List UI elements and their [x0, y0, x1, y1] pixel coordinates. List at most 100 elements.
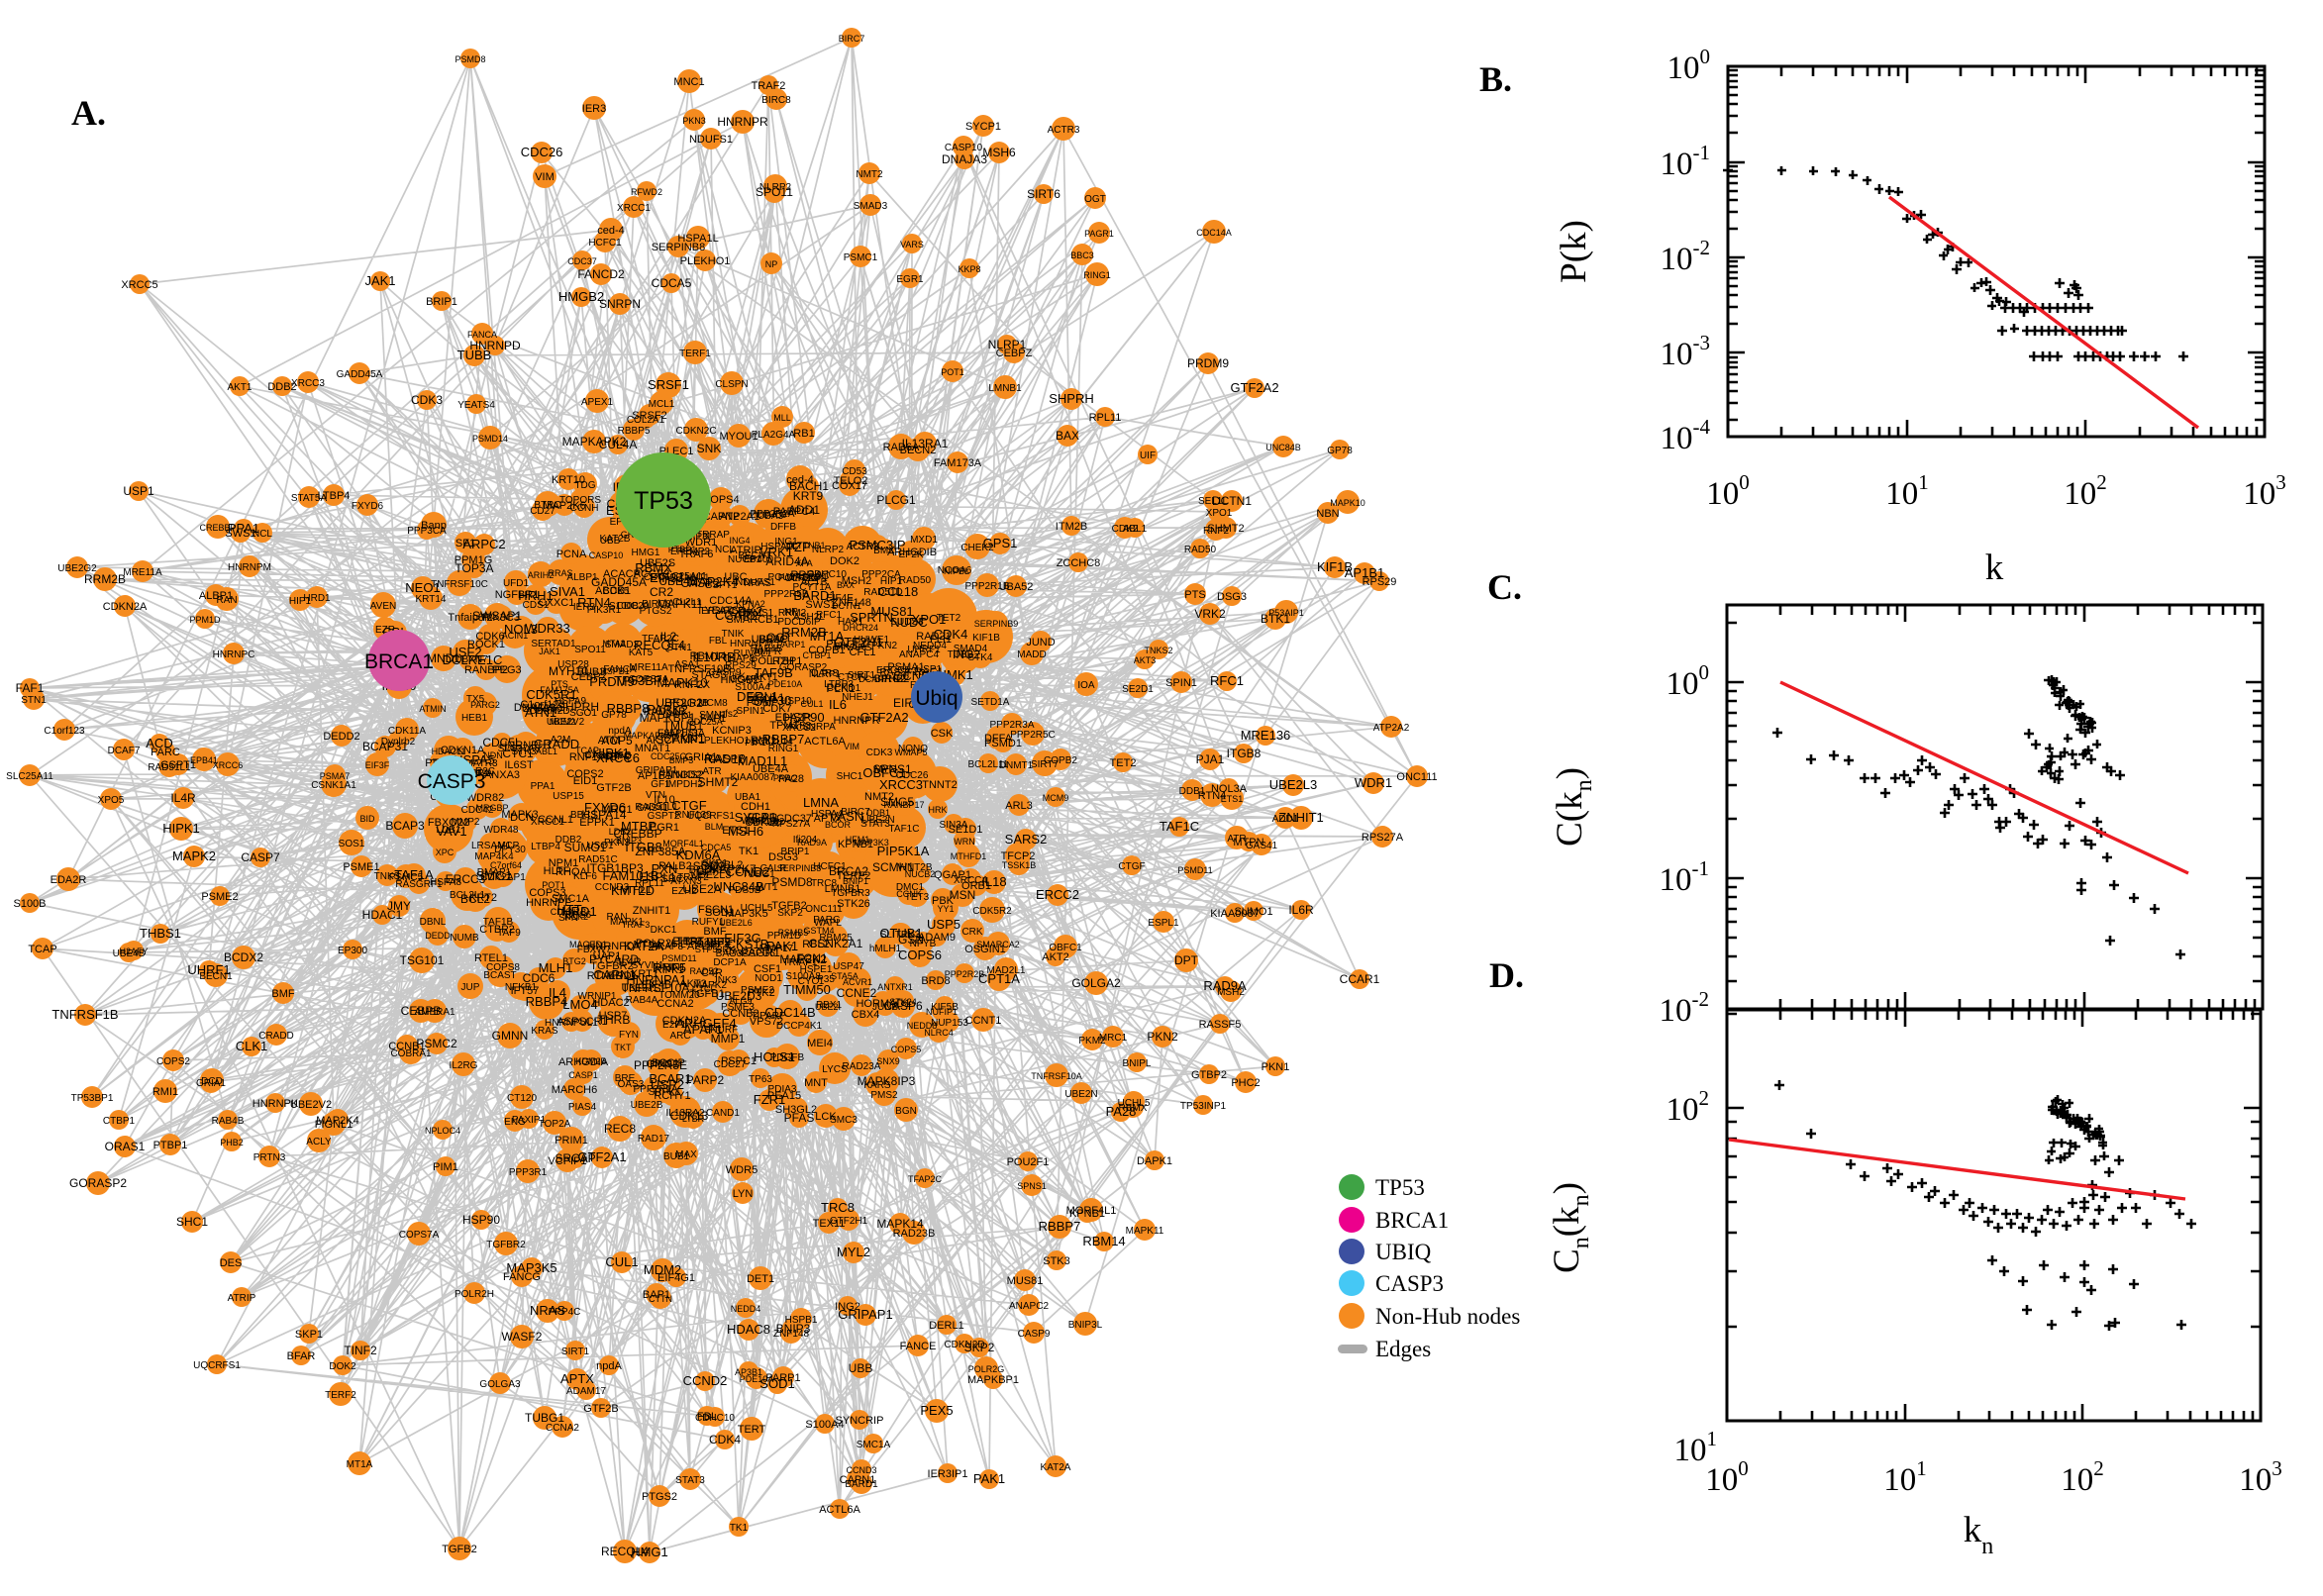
svg-text:CASP3: CASP3: [418, 770, 486, 793]
svg-text:RRAS: RRAS: [548, 568, 572, 578]
svg-text:BCAP31: BCAP31: [362, 740, 408, 753]
svg-text:KRT1: KRT1: [631, 968, 658, 980]
svg-text:ACTR3: ACTR3: [1048, 125, 1080, 136]
svg-text:PARG: PARG: [813, 915, 841, 926]
svg-text:EID1: EID1: [573, 775, 597, 787]
svg-text:VIM: VIM: [535, 171, 555, 183]
svg-text:SE2D1: SE2D1: [1122, 684, 1154, 695]
svg-text:TNFRSF10A: TNFRSF10A: [1031, 1071, 1082, 1081]
svg-text:SMARCB1: SMARCB1: [726, 614, 778, 626]
svg-text:BIRC7: BIRC7: [839, 34, 865, 44]
svg-text:MARCH6: MARCH6: [552, 1084, 597, 1096]
svg-text:BCDX2: BCDX2: [224, 950, 263, 964]
svg-text:COPS5: COPS5: [891, 1045, 922, 1054]
svg-text:CDC14B: CDC14B: [764, 1005, 815, 1020]
svg-text:RNF144B: RNF144B: [569, 751, 617, 763]
svg-text:MDM2: MDM2: [644, 1262, 681, 1277]
svg-text:XPC: XPC: [436, 848, 454, 857]
svg-text:GTF2A2: GTF2A2: [1230, 380, 1278, 395]
svg-text:MRE11A: MRE11A: [629, 662, 668, 673]
svg-text:ONC111: ONC111: [1396, 771, 1437, 783]
svg-text:FANCA: FANCA: [467, 330, 497, 340]
svg-text:CTTN: CTTN: [649, 1294, 672, 1304]
svg-text:ANTXR1: ANTXR1: [877, 982, 913, 992]
svg-text:DOK2: DOK2: [830, 555, 859, 567]
svg-text:PHC2: PHC2: [1231, 1077, 1260, 1089]
svg-text:FANCD2: FANCD2: [577, 267, 625, 281]
svg-text:COPS7A: COPS7A: [399, 1230, 440, 1241]
svg-text:ABL1: ABL1: [1123, 524, 1148, 535]
svg-text:KRT14: KRT14: [416, 594, 447, 605]
svg-text:RECQL4: RECQL4: [601, 1545, 649, 1558]
svg-text:RUVBL2: RUVBL2: [701, 859, 744, 871]
svg-text:BAX: BAX: [1056, 429, 1079, 443]
svg-text:KPNA2: KPNA2: [736, 599, 765, 609]
svg-text:XPO1: XPO1: [1206, 508, 1233, 519]
svg-text:CTBP1: CTBP1: [103, 1116, 136, 1127]
svg-text:CAND1: CAND1: [706, 1108, 740, 1119]
svg-text:CDK6: CDK6: [475, 631, 504, 643]
svg-text:CRK: CRK: [961, 927, 982, 938]
svg-text:TUBB: TUBB: [457, 348, 492, 362]
svg-text:PARG2: PARG2: [470, 700, 500, 710]
svg-text:TP53BP1: TP53BP1: [71, 1093, 114, 1104]
svg-text:FZR1: FZR1: [754, 1092, 786, 1107]
svg-text:GSN: GSN: [898, 933, 924, 947]
svg-text:NCK2: NCK2: [564, 912, 588, 922]
svg-text:MAPKBP1: MAPKBP1: [967, 1374, 1019, 1386]
svg-text:DARS: DARS: [811, 668, 839, 679]
svg-text:IMPDH2: IMPDH2: [665, 779, 703, 790]
svg-text:C(kn): C(kn): [1550, 767, 1597, 847]
svg-text:PDS5B: PDS5B: [729, 885, 761, 896]
svg-text:EFEMP2: EFEMP2: [670, 547, 710, 557]
svg-text:CSK: CSK: [931, 728, 954, 740]
svg-text:RANBP2: RANBP2: [464, 664, 508, 676]
svg-text:ARL3: ARL3: [1005, 800, 1033, 812]
svg-text:APEX1: APEX1: [581, 397, 614, 408]
svg-text:GADD45A: GADD45A: [337, 369, 383, 380]
svg-text:RTN4R: RTN4R: [587, 970, 624, 982]
svg-text:IL2: IL2: [660, 630, 677, 644]
svg-text:CXXC1: CXXC1: [539, 597, 575, 609]
svg-text:KIAA0087: KIAA0087: [1210, 908, 1260, 920]
svg-text:TKT: TKT: [615, 1043, 633, 1052]
svg-text:KIF1B: KIF1B: [972, 633, 1000, 644]
svg-text:ADD1: ADD1: [1272, 814, 1299, 825]
svg-text:Edges: Edges: [1375, 1337, 1431, 1361]
svg-text:SERTAD1: SERTAD1: [531, 639, 576, 649]
svg-text:ASA1: ASA1: [674, 659, 700, 670]
svg-text:MMP2: MMP2: [452, 817, 480, 828]
svg-text:MNAT1: MNAT1: [635, 743, 670, 754]
svg-text:MAPKAPK5: MAPKAPK5: [624, 731, 672, 741]
svg-text:GORASP2: GORASP2: [69, 1176, 127, 1190]
svg-text:Non-Hub nodes: Non-Hub nodes: [1375, 1304, 1520, 1329]
svg-text:CASP10: CASP10: [589, 550, 624, 560]
svg-text:BTG2: BTG2: [562, 956, 586, 966]
svg-text:IER3IP1: IER3IP1: [928, 1468, 968, 1480]
svg-text:CDK12: CDK12: [745, 817, 779, 829]
svg-text:PSME3: PSME3: [721, 1002, 755, 1013]
svg-text:GP78: GP78: [1327, 446, 1353, 456]
svg-text:PKN3: PKN3: [682, 116, 706, 126]
svg-text:HIP1: HIP1: [289, 596, 312, 607]
svg-text:RAD23A: RAD23A: [843, 1061, 881, 1072]
svg-text:MLL: MLL: [773, 413, 791, 423]
svg-text:CDK5R2: CDK5R2: [972, 906, 1012, 917]
svg-text:PSPC1: PSPC1: [721, 1055, 757, 1067]
svg-text:TNKS2: TNKS2: [1144, 646, 1172, 655]
svg-text:PRDM9: PRDM9: [1187, 356, 1229, 370]
svg-text:BFAR: BFAR: [287, 1350, 316, 1362]
svg-text:HIPK1: HIPK1: [162, 821, 200, 836]
svg-text:DOK2: DOK2: [329, 1361, 356, 1372]
svg-text:HRK: HRK: [928, 805, 947, 815]
svg-text:BECN1: BECN1: [199, 971, 233, 982]
svg-text:NP: NP: [765, 259, 778, 269]
svg-text:SPRTN: SPRTN: [850, 610, 893, 625]
svg-text:SNRPN: SNRPN: [599, 297, 641, 311]
svg-text:TNFRSF1B: TNFRSF1B: [51, 1007, 118, 1022]
svg-text:EIF3J: EIF3J: [650, 570, 683, 585]
svg-text:PLCG1: PLCG1: [876, 493, 916, 507]
svg-text:RAB4A: RAB4A: [626, 995, 658, 1006]
svg-text:RING1: RING1: [1083, 270, 1111, 280]
svg-text:COL2A1: COL2A1: [627, 415, 665, 426]
